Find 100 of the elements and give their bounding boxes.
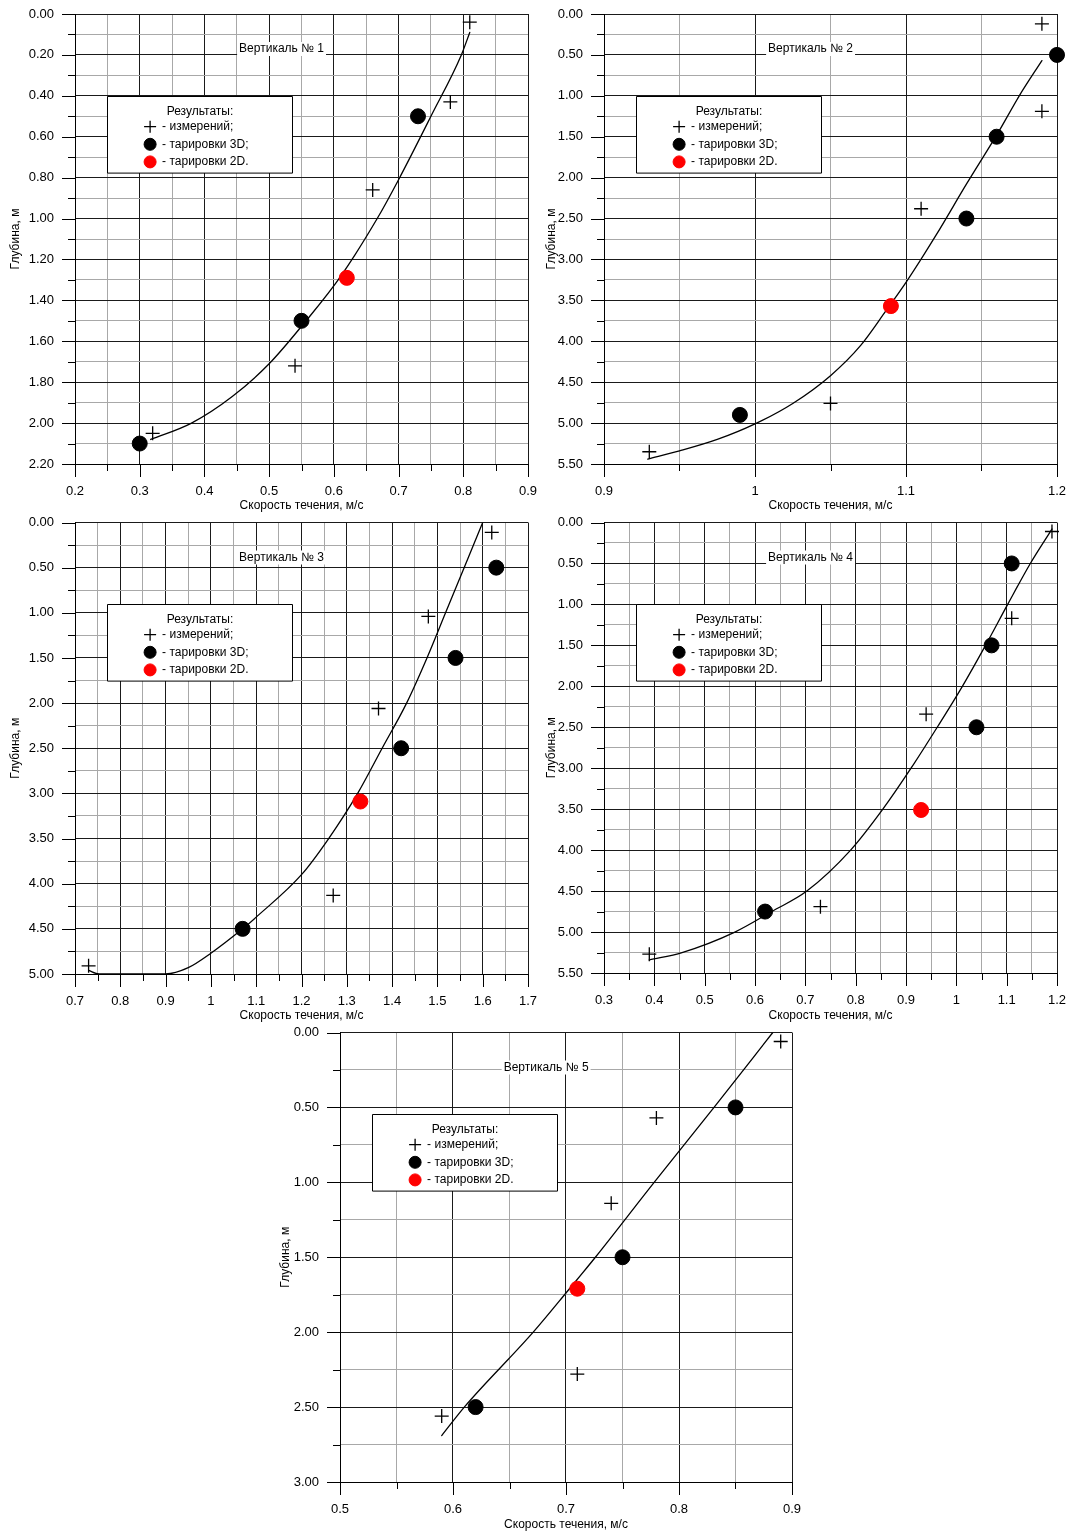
point bbox=[325, 887, 341, 904]
x-tick-label: 1.1 bbox=[896, 483, 916, 499]
point bbox=[1003, 555, 1020, 572]
y-tick-label: 0.00 bbox=[28, 514, 54, 530]
x-tick-label: 1.3 bbox=[337, 993, 356, 1009]
point bbox=[488, 559, 505, 576]
y-tick-label: 1.50 bbox=[557, 128, 583, 144]
x-tick-label: 1.1 bbox=[997, 992, 1016, 1008]
y-tick-label: 2.50 bbox=[28, 739, 54, 755]
x-tick-label: 0.6 bbox=[324, 483, 343, 499]
y-axis-title: Глубина, м bbox=[543, 208, 558, 270]
text: Вертикаль № 5 bbox=[503, 1059, 589, 1074]
x-tick-label: 0.6 bbox=[443, 1501, 463, 1517]
y-tick-label: 0.50 bbox=[293, 1098, 319, 1114]
y-tick-label: 4.00 bbox=[557, 332, 583, 348]
point bbox=[968, 719, 985, 736]
x-tick-label: 1.4 bbox=[383, 993, 402, 1009]
point bbox=[393, 740, 410, 757]
y-tick-label: 1.50 bbox=[293, 1248, 319, 1264]
y-tick-label: 0.80 bbox=[28, 169, 54, 185]
y-tick-label: 2.50 bbox=[557, 210, 583, 226]
x-tick-label: 1 bbox=[751, 483, 759, 499]
point bbox=[913, 201, 929, 217]
text: Вертикаль № 4 bbox=[768, 549, 854, 564]
y-axis-title: Глубина, м bbox=[543, 717, 558, 779]
x-tick-label: 1.6 bbox=[473, 993, 492, 1009]
legend-label: - тарировки 2D. bbox=[691, 154, 778, 169]
y-axis-title: Глубина, м bbox=[7, 717, 22, 779]
y-tick-label: 4.50 bbox=[557, 373, 583, 389]
legend-label: - измерений; bbox=[162, 119, 234, 134]
x-tick-label: 0.2 bbox=[65, 483, 85, 499]
point bbox=[988, 128, 1005, 145]
y-tick-label: 0.00 bbox=[557, 514, 583, 530]
y-tick-label: 2.00 bbox=[28, 694, 54, 710]
point bbox=[1044, 523, 1060, 540]
point bbox=[757, 903, 774, 920]
point bbox=[409, 108, 426, 125]
point bbox=[420, 608, 436, 625]
y-tick-label: 5.50 bbox=[557, 455, 583, 471]
legend-title: Результаты: bbox=[431, 1121, 499, 1136]
point bbox=[365, 182, 381, 198]
x-tick-label: 0.9 bbox=[896, 992, 916, 1008]
point bbox=[812, 899, 829, 915]
x-tick-label: 0.9 bbox=[782, 1501, 802, 1517]
point bbox=[569, 1366, 585, 1382]
point bbox=[958, 210, 975, 227]
point bbox=[614, 1249, 631, 1266]
y-tick-label: 0.00 bbox=[293, 1024, 319, 1040]
y-tick-label: 1.00 bbox=[557, 595, 583, 611]
legend-label: - тарировки 3D; bbox=[691, 644, 778, 659]
legend-label: - тарировки 2D. bbox=[427, 1172, 514, 1187]
x-axis-title: Скорость течения, м/с bbox=[239, 1008, 364, 1023]
point bbox=[882, 298, 899, 315]
point bbox=[918, 706, 934, 722]
y-tick-label: 4.00 bbox=[28, 875, 54, 891]
y-tick-label: 0.40 bbox=[28, 87, 54, 103]
legend-title: Результаты: bbox=[166, 611, 234, 626]
point bbox=[131, 435, 148, 452]
legend-label: - тарировки 3D; bbox=[162, 644, 249, 659]
x-axis-title: Скорость течения, м/с bbox=[768, 1008, 893, 1023]
y-tick-label: 1.20 bbox=[28, 251, 54, 267]
point bbox=[822, 395, 839, 412]
point bbox=[287, 358, 303, 374]
y-tick-label: 1.00 bbox=[557, 87, 583, 103]
legend-label: - измерений; bbox=[162, 627, 234, 642]
y-tick-label: 1.60 bbox=[28, 332, 54, 348]
y-tick-label: 2.00 bbox=[28, 414, 54, 430]
y-tick-label: 3.00 bbox=[557, 759, 583, 775]
legend-label: - тарировки 2D. bbox=[691, 662, 778, 677]
y-tick-label: 4.50 bbox=[28, 920, 54, 936]
x-tick-label: 0.8 bbox=[669, 1501, 689, 1517]
point bbox=[467, 1399, 484, 1416]
point bbox=[731, 406, 748, 423]
point bbox=[484, 524, 500, 541]
x-tick-label: 1 bbox=[207, 993, 215, 1009]
point bbox=[370, 700, 387, 717]
y-tick-label: 2.20 bbox=[28, 455, 54, 471]
x-tick-label: 1.2 bbox=[1047, 992, 1067, 1008]
y-tick-label: 1.80 bbox=[28, 373, 54, 389]
y-tick-label: 0.60 bbox=[28, 128, 54, 144]
point bbox=[293, 312, 310, 329]
y-tick-label: 2.50 bbox=[293, 1398, 319, 1414]
point bbox=[603, 1195, 619, 1211]
y-tick-label: 2.00 bbox=[293, 1323, 319, 1339]
x-tick-label: 0.3 bbox=[594, 992, 614, 1008]
legend-label: - тарировки 2D. bbox=[162, 154, 249, 169]
y-tick-label: 2.00 bbox=[557, 677, 583, 693]
y-tick-label: 3.00 bbox=[293, 1473, 319, 1489]
y-tick-label: 3.50 bbox=[557, 291, 583, 307]
y-tick-label: 0.50 bbox=[557, 555, 583, 571]
legend-title: Результаты: bbox=[695, 103, 763, 118]
y-tick-label: 5.50 bbox=[557, 964, 583, 980]
y-tick-label: 4.00 bbox=[557, 841, 583, 857]
x-tick-label: 0.5 bbox=[260, 483, 279, 499]
point bbox=[352, 793, 369, 810]
y-tick-label: 3.50 bbox=[557, 800, 583, 816]
y-tick-label: 1.50 bbox=[28, 649, 54, 665]
y-tick-label: 0.20 bbox=[28, 46, 54, 62]
x-tick-label: 1.5 bbox=[428, 993, 447, 1009]
x-axis-title: Скорость течения, м/с bbox=[504, 1517, 628, 1532]
